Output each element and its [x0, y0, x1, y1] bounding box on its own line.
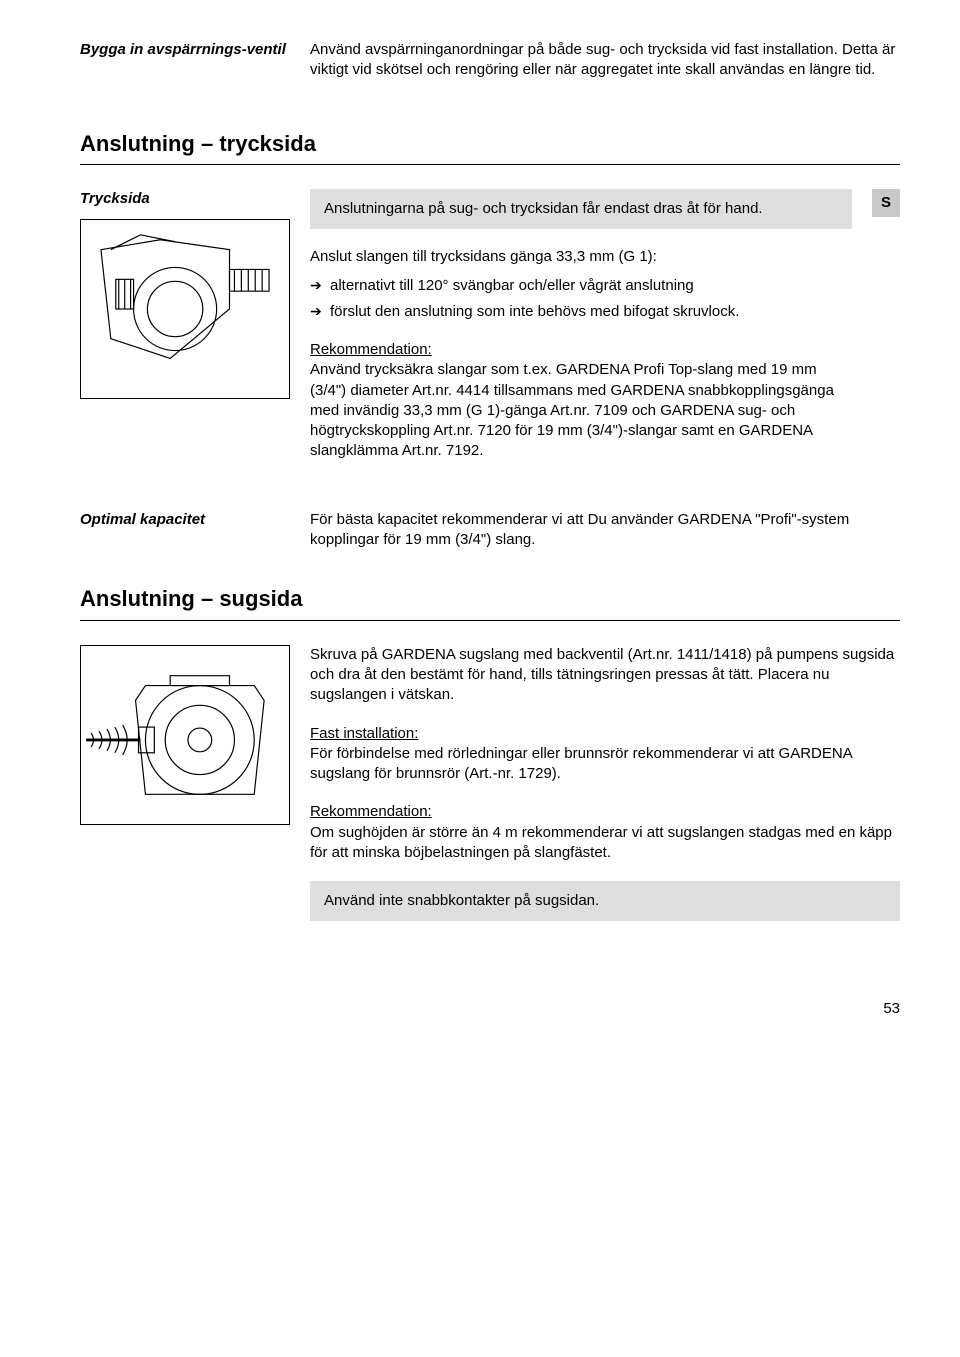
- sugsida-image-col: [80, 645, 310, 940]
- optimal-label-col: Optimal kapacitet: [80, 510, 310, 551]
- sugsida-rec: Rekommendation: Om sughöjden är större ä…: [310, 802, 900, 863]
- fast-text: För förbindelse med rörledningar eller b…: [310, 745, 852, 782]
- page-number: 53: [80, 999, 900, 1019]
- trycksida-recommendation: Rekommendation: Använd trycksäkra slanga…: [310, 340, 852, 462]
- sugsida-p1: Skruva på GARDENA sugslang med backventi…: [310, 645, 900, 706]
- sugsida-rec-text: Om sughöjden är större än 4 m rekommende…: [310, 824, 892, 861]
- trycksida-subheading: Anslut slangen till trycksidans gänga 33…: [310, 247, 852, 267]
- sugsida-fast: Fast installation: För förbindelse med r…: [310, 724, 900, 785]
- optimal-text: För bästa kapacitet rekommenderar vi att…: [310, 510, 852, 551]
- trycksida-bullets: alternativt till 120° svängbar och/eller…: [310, 276, 852, 323]
- trycksida-illustration: [80, 219, 290, 399]
- sugsida-row: Skruva på GARDENA sugslang med backventi…: [80, 645, 900, 940]
- trycksida-note: Anslutningarna på sug- och trycksidan få…: [310, 189, 852, 229]
- trycksida-content: Trycksida: [80, 189, 852, 560]
- intro-label: Bygga in avspärrnings-ventil: [80, 40, 290, 60]
- rec-label: Rekommendation:: [310, 341, 432, 358]
- trycksida-body-col: Anslutningarna på sug- och trycksidan få…: [310, 189, 852, 480]
- intro-text: Använd avspärrninganordningar på både su…: [310, 40, 900, 81]
- optimal-row: Optimal kapacitet För bästa kapacitet re…: [80, 510, 852, 551]
- language-tab: S: [872, 189, 900, 217]
- sugsida-note: Använd inte snabbkontakter på sugsidan.: [310, 881, 900, 921]
- optimal-label: Optimal kapacitet: [80, 510, 290, 530]
- trycksida-bullet-2: förslut den anslutning som inte behövs m…: [310, 302, 852, 322]
- intro-label-col: Bygga in avspärrnings-ventil: [80, 40, 310, 99]
- sugsida-body-col: Skruva på GARDENA sugslang med backventi…: [310, 645, 900, 940]
- sugsida-illustration: [80, 645, 290, 825]
- trycksida-section: Trycksida: [80, 189, 900, 560]
- trycksida-note-row: Trycksida: [80, 189, 852, 480]
- trycksida-label: Trycksida: [80, 189, 290, 209]
- rec-text: Använd trycksäkra slangar som t.ex. GARD…: [310, 361, 834, 459]
- trycksida-bullet-1: alternativt till 120° svängbar och/eller…: [310, 276, 852, 296]
- sugsida-rec-label: Rekommendation:: [310, 803, 432, 820]
- fast-label: Fast installation:: [310, 725, 418, 742]
- trycksida-label-col: Trycksida: [80, 189, 310, 480]
- pump-top-icon: [81, 220, 289, 398]
- sugsida-heading: Anslutning – sugsida: [80, 584, 900, 621]
- trycksida-heading: Anslutning – trycksida: [80, 129, 900, 166]
- pump-side-icon: [81, 646, 289, 824]
- intro-row: Bygga in avspärrnings-ventil Använd avsp…: [80, 40, 900, 99]
- optimal-text-col: För bästa kapacitet rekommenderar vi att…: [310, 510, 852, 551]
- intro-text-col: Använd avspärrninganordningar på både su…: [310, 40, 900, 99]
